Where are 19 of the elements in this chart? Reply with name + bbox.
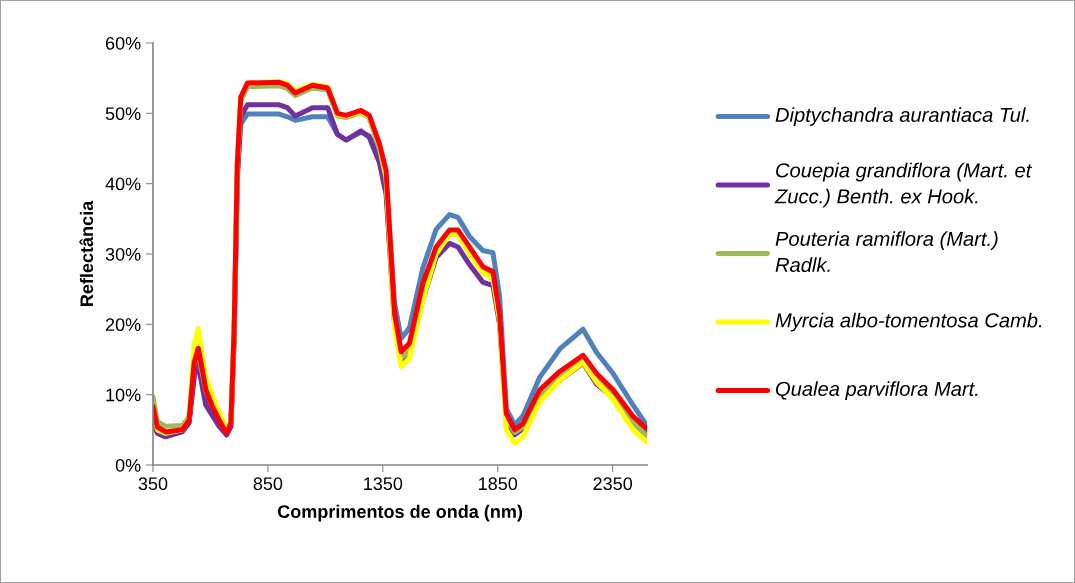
- y-tick-label: 60%: [105, 36, 141, 50]
- y-tick-label: 0%: [115, 458, 141, 472]
- x-tick-label: 350: [138, 477, 168, 491]
- y-tick-label: 40%: [105, 177, 141, 191]
- y-tick-label: 10%: [106, 388, 141, 402]
- y-tick-label: 20%: [105, 318, 141, 332]
- legend-label: Diptychandra aurantiaca Tul.: [775, 107, 1029, 126]
- y-axis-title: Reflectância: [79, 200, 94, 306]
- legend-label: Pouteria ramiflora (Mart.) Radlk.: [775, 231, 998, 273]
- y-tick-label: 30%: [105, 247, 141, 261]
- legend-label: Couepia grandiflora (Mart. et Zucc.) Benth. ex Hook.: [774, 162, 1033, 208]
- legend-label: Qualea parviflora Mart.: [775, 381, 978, 400]
- x-axis-title: Comprimentos de onda (nm): [277, 504, 523, 522]
- x-tick-label: 1850: [479, 477, 518, 491]
- x-tick-label: 1350: [364, 477, 403, 491]
- x-tick-label: 850: [253, 477, 283, 491]
- y-tick-label: 50%: [105, 107, 141, 121]
- x-tick-label: 2350: [593, 477, 633, 491]
- legend-label: Myrcia albo-tomentosa Camb.: [775, 312, 1042, 332]
